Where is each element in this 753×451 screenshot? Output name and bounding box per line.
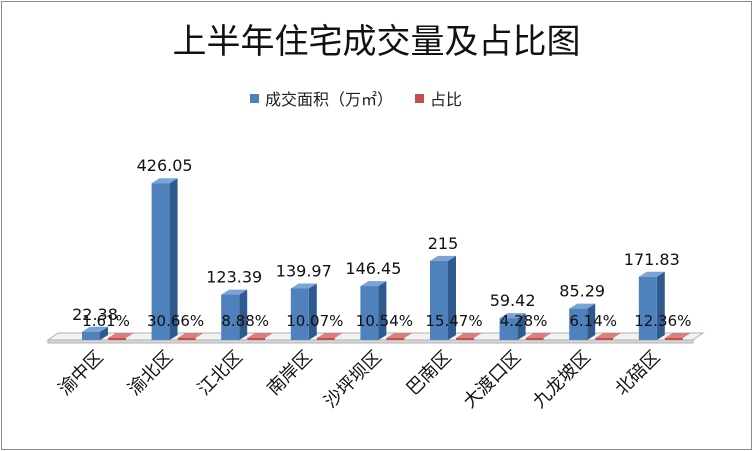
category-label: 九龙坡区 <box>529 347 595 413</box>
data-label-share: 30.66% <box>147 312 204 330</box>
bar-share-top <box>456 333 482 338</box>
bar-area-top <box>221 289 248 295</box>
bar-area-top <box>151 178 178 184</box>
bar-area-side <box>308 283 317 340</box>
data-label-share: 6.14% <box>569 312 617 330</box>
legend-item-area: 成交面积（万㎡） <box>250 86 393 110</box>
bar-area-side <box>169 178 178 340</box>
data-label-area: 146.45 <box>345 259 401 278</box>
data-label-share: 1.61% <box>82 312 130 330</box>
data-label-share: 15.47% <box>425 312 482 330</box>
data-label-share: 12.36% <box>634 312 691 330</box>
bar-share <box>456 338 474 340</box>
bar-area-top <box>499 313 526 319</box>
bar-area <box>499 318 518 340</box>
bar-share-top <box>525 333 552 338</box>
bar-share <box>525 338 544 340</box>
data-label-share: 8.88% <box>221 312 269 330</box>
bar-area <box>430 260 448 340</box>
bar-area-top <box>638 271 665 277</box>
bar-share <box>247 338 266 340</box>
data-label-area: 171.83 <box>624 250 680 269</box>
bar-share-top <box>386 333 413 338</box>
data-label-area: 123.39 <box>206 268 262 287</box>
bar-share-top <box>247 333 274 338</box>
data-label-area: 59.42 <box>490 291 536 310</box>
bar-share-top <box>177 333 204 338</box>
bar-share <box>386 338 405 340</box>
chart-floor-edge <box>47 339 694 344</box>
data-label-area: 139.97 <box>276 261 332 280</box>
category-label: 巴南区 <box>403 347 456 400</box>
bar-area <box>569 308 588 340</box>
bar-area-side <box>100 326 108 340</box>
legend-swatch-area <box>250 93 259 103</box>
bar-area-top <box>569 303 596 309</box>
bar-area-side <box>656 271 665 340</box>
bar-area-top <box>290 283 317 289</box>
legend-item-share: 占比 <box>415 86 462 110</box>
bar-area <box>151 183 170 340</box>
bar-area-top <box>360 281 387 287</box>
bar-area-side <box>587 303 596 340</box>
bar-area <box>82 331 100 340</box>
legend-swatch-share <box>415 93 425 103</box>
bar-share <box>177 338 196 340</box>
bar-area <box>360 286 379 340</box>
bar-area-side <box>378 281 387 340</box>
chart-legend: 成交面积（万㎡） 占比 <box>250 86 484 110</box>
bar-share-top <box>108 333 134 338</box>
data-label-area: 215 <box>428 234 459 253</box>
bar-share <box>595 338 614 340</box>
data-label-share: 10.07% <box>286 312 343 330</box>
bar-share <box>316 338 335 340</box>
bar-share <box>664 338 683 340</box>
category-label: 江北区 <box>194 347 247 400</box>
bar-area-side <box>239 289 248 340</box>
bar-area <box>638 276 657 340</box>
bar-area <box>221 294 240 340</box>
bar-share <box>108 338 126 340</box>
bar-share-top <box>664 333 691 338</box>
category-label: 渝北区 <box>124 347 177 400</box>
data-label-area: 85.29 <box>559 282 605 301</box>
bar-area-top <box>430 255 456 261</box>
category-label: 沙坪坝区 <box>320 347 386 413</box>
chart-title: 上半年住宅成交量及占比图 <box>172 22 581 62</box>
data-label-area: 426.05 <box>137 156 193 175</box>
data-label-area: 22.38 <box>72 305 118 324</box>
bar-area-side <box>448 255 456 340</box>
bar-area-top <box>82 326 108 332</box>
bar-area-side <box>517 313 526 340</box>
bar-share-top <box>595 333 622 338</box>
category-label: 大渡口区 <box>459 347 525 413</box>
category-label: 渝中区 <box>55 347 108 400</box>
bar-share-top <box>316 333 343 338</box>
legend-label-share: 占比 <box>430 90 463 109</box>
category-label: 南岸区 <box>263 347 316 400</box>
legend-label-area: 成交面积（万㎡） <box>265 90 394 109</box>
data-label-share: 10.54% <box>356 312 413 330</box>
bar-area <box>290 288 309 340</box>
category-label: 北碚区 <box>611 347 664 400</box>
data-label-share: 4.28% <box>500 312 548 330</box>
